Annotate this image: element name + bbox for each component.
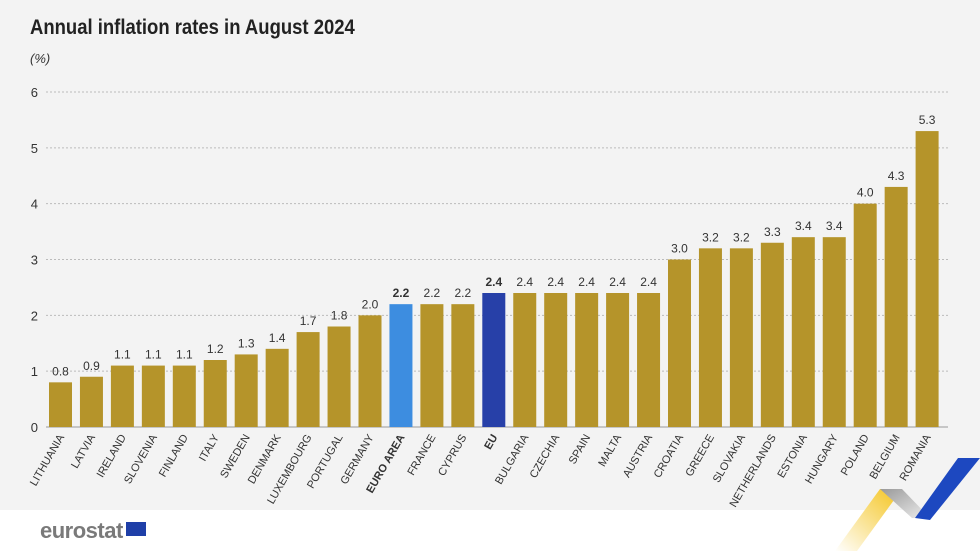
bar bbox=[853, 203, 877, 427]
bar bbox=[110, 365, 134, 427]
bar bbox=[420, 304, 444, 427]
bar bbox=[637, 293, 661, 427]
eurostat-logo: eurostat bbox=[40, 518, 123, 543]
data-label: 3.3 bbox=[764, 225, 781, 239]
data-label: 2.0 bbox=[362, 297, 379, 311]
data-label: 2.2 bbox=[393, 286, 410, 300]
y-tick-label: 6 bbox=[31, 85, 38, 100]
y-tick-label: 3 bbox=[31, 253, 38, 268]
y-tick-label: 0 bbox=[31, 420, 38, 435]
data-label: 0.9 bbox=[83, 359, 100, 373]
data-label: 2.4 bbox=[485, 275, 502, 289]
y-tick-label: 4 bbox=[31, 197, 38, 212]
y-axis-unit: (%) bbox=[30, 51, 51, 66]
bar bbox=[451, 304, 475, 427]
bar bbox=[668, 259, 691, 427]
data-label: 1.7 bbox=[300, 314, 317, 328]
eu-flag-icon bbox=[126, 522, 146, 536]
data-label: 1.1 bbox=[176, 348, 193, 362]
data-label: 1.4 bbox=[269, 331, 286, 345]
bar bbox=[915, 131, 939, 428]
bar bbox=[358, 315, 382, 427]
bar bbox=[760, 242, 784, 427]
data-label: 4.3 bbox=[888, 169, 905, 183]
data-label: 0.8 bbox=[52, 364, 69, 378]
bar bbox=[884, 186, 908, 427]
data-label: 3.4 bbox=[795, 219, 812, 233]
data-label: 3.0 bbox=[671, 242, 688, 256]
bar bbox=[49, 382, 72, 427]
bar bbox=[389, 304, 413, 427]
y-tick-label: 1 bbox=[31, 364, 38, 379]
bar bbox=[265, 348, 289, 427]
data-label: 3.2 bbox=[702, 230, 719, 244]
bar bbox=[513, 293, 537, 427]
data-label: 2.4 bbox=[640, 275, 657, 289]
data-label: 1.1 bbox=[145, 348, 162, 362]
y-tick-label: 5 bbox=[31, 141, 38, 156]
data-label: 1.8 bbox=[331, 309, 348, 323]
data-label: 1.3 bbox=[238, 336, 255, 350]
data-label: 2.2 bbox=[424, 286, 441, 300]
data-label: 2.4 bbox=[609, 275, 626, 289]
data-label: 2.4 bbox=[547, 275, 564, 289]
bar bbox=[544, 293, 568, 427]
data-label: 3.2 bbox=[733, 230, 750, 244]
bar bbox=[79, 376, 103, 427]
data-label: 5.3 bbox=[919, 113, 936, 127]
bar bbox=[575, 293, 599, 427]
bar bbox=[729, 248, 753, 427]
bar bbox=[822, 237, 846, 427]
y-tick-label: 2 bbox=[31, 308, 38, 323]
bar bbox=[606, 293, 630, 427]
data-label: 3.4 bbox=[826, 219, 843, 233]
data-label: 2.4 bbox=[578, 275, 595, 289]
bar bbox=[234, 354, 258, 427]
bar bbox=[172, 365, 196, 427]
bar bbox=[203, 360, 227, 427]
bar bbox=[698, 248, 722, 427]
bar bbox=[327, 326, 351, 427]
data-label: 2.2 bbox=[455, 286, 472, 300]
bar bbox=[296, 332, 320, 427]
chart-title: Annual inflation rates in August 2024 bbox=[30, 16, 355, 39]
bar bbox=[482, 293, 506, 427]
bar bbox=[141, 365, 165, 427]
data-label: 1.1 bbox=[114, 348, 131, 362]
bar bbox=[791, 237, 815, 427]
data-label: 4.0 bbox=[857, 186, 874, 200]
data-label: 1.2 bbox=[207, 342, 224, 356]
data-label: 2.4 bbox=[516, 275, 533, 289]
